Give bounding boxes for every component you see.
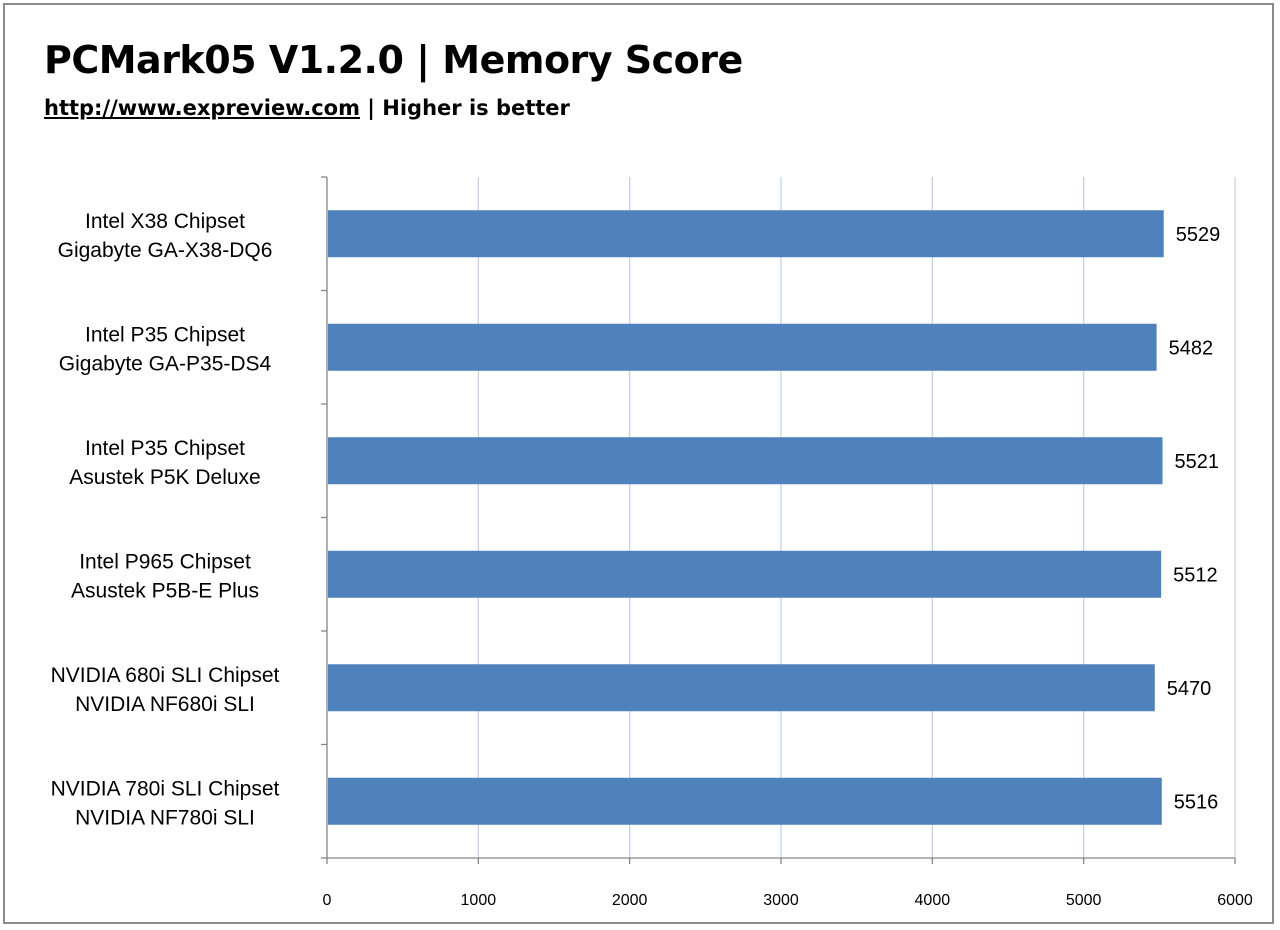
- x-tick-label: 6000: [1217, 892, 1253, 909]
- x-tick-label: 5000: [1066, 892, 1102, 909]
- category-label: NVIDIA 680i SLI Chipset: [51, 664, 280, 687]
- data-label: 5470: [1167, 678, 1212, 700]
- data-label: 5516: [1174, 791, 1219, 813]
- category-label: Intel P965 Chipset: [79, 550, 251, 573]
- subtitle-text: | Higher is better: [367, 96, 570, 120]
- category-label: NVIDIA NF680i SLI: [75, 693, 255, 716]
- category-label: NVIDIA NF780i SLI: [75, 806, 255, 829]
- x-tick-label: 3000: [763, 892, 799, 909]
- bar: [328, 550, 1162, 598]
- bar: [328, 777, 1162, 825]
- category-label: Intel P35 Chipset: [85, 437, 245, 460]
- category-label: Intel X38 Chipset: [85, 210, 245, 233]
- category-label: NVIDIA 780i SLI Chipset: [51, 777, 280, 800]
- bar: [328, 664, 1155, 712]
- category-label: Intel P35 Chipset: [85, 323, 245, 346]
- chart-title: PCMark05 V1.2.0 | Memory Score: [44, 38, 743, 82]
- data-label: 5521: [1175, 451, 1220, 473]
- data-label: 5512: [1173, 564, 1218, 586]
- source-link[interactable]: http://www.expreview.com: [44, 96, 360, 120]
- category-label: Asustek P5K Deluxe: [69, 466, 260, 489]
- x-tick-label: 0: [323, 892, 332, 909]
- category-label: Gigabyte GA-X38-DQ6: [58, 239, 273, 262]
- x-tick-label: 1000: [461, 892, 497, 909]
- x-tick-label: 2000: [612, 892, 648, 909]
- data-label: 5482: [1169, 337, 1214, 359]
- chart-subtitle: http://www.expreview.com | Higher is bet…: [44, 96, 570, 120]
- category-label: Gigabyte GA-P35-DS4: [59, 352, 272, 375]
- x-tick-label: 4000: [915, 892, 951, 909]
- bar: [328, 323, 1157, 371]
- bar: [328, 437, 1163, 485]
- bar: [328, 210, 1164, 258]
- data-label: 5529: [1176, 224, 1221, 246]
- category-label: Asustek P5B-E Plus: [71, 579, 259, 602]
